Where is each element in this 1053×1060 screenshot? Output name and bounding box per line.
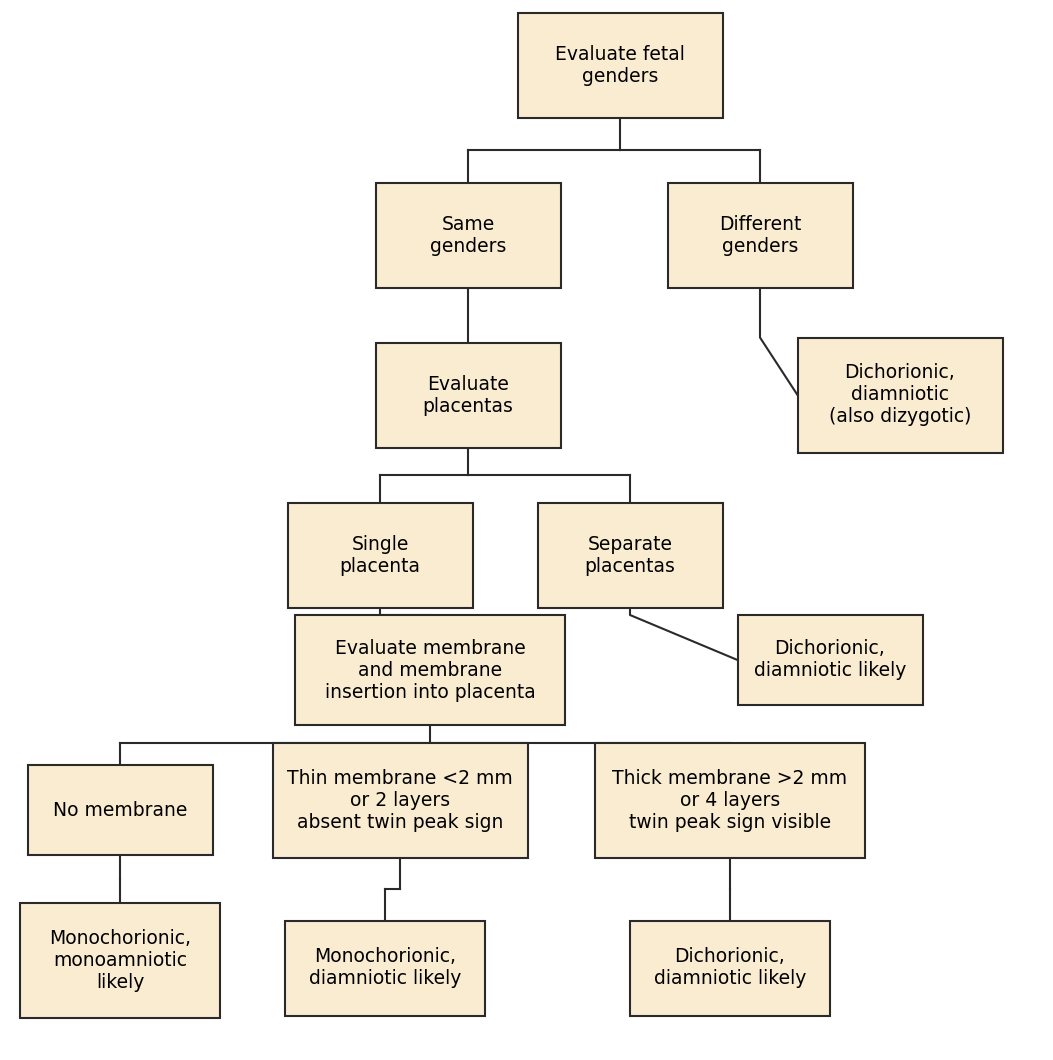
FancyBboxPatch shape <box>376 182 560 287</box>
FancyBboxPatch shape <box>285 920 485 1015</box>
FancyBboxPatch shape <box>376 342 560 447</box>
Text: Separate
placentas: Separate placentas <box>584 534 675 576</box>
FancyBboxPatch shape <box>287 502 473 607</box>
Text: Thick membrane >2 mm
or 4 layers
twin peak sign visible: Thick membrane >2 mm or 4 layers twin pe… <box>613 768 848 831</box>
Text: Single
placenta: Single placenta <box>339 534 420 576</box>
Text: Evaluate membrane
and membrane
insertion into placenta: Evaluate membrane and membrane insertion… <box>324 638 535 702</box>
Text: Dichorionic,
diamniotic likely: Dichorionic, diamniotic likely <box>654 948 807 989</box>
Text: Dichorionic,
diamniotic
(also dizygotic): Dichorionic, diamniotic (also dizygotic) <box>829 364 971 426</box>
Text: Evaluate fetal
genders: Evaluate fetal genders <box>555 45 684 86</box>
FancyBboxPatch shape <box>20 902 220 1018</box>
FancyBboxPatch shape <box>737 615 922 705</box>
FancyBboxPatch shape <box>797 337 1002 453</box>
FancyBboxPatch shape <box>537 502 722 607</box>
FancyBboxPatch shape <box>295 615 565 725</box>
Text: No membrane: No membrane <box>53 800 187 819</box>
Text: Monochorionic,
monoamniotic
likely: Monochorionic, monoamniotic likely <box>49 929 191 991</box>
FancyBboxPatch shape <box>630 920 830 1015</box>
FancyBboxPatch shape <box>273 742 528 858</box>
FancyBboxPatch shape <box>517 13 722 118</box>
Text: Evaluate
placentas: Evaluate placentas <box>422 374 514 416</box>
Text: Dichorionic,
diamniotic likely: Dichorionic, diamniotic likely <box>754 639 907 681</box>
Text: Thin membrane <2 mm
or 2 layers
absent twin peak sign: Thin membrane <2 mm or 2 layers absent t… <box>287 768 513 831</box>
FancyBboxPatch shape <box>595 742 865 858</box>
FancyBboxPatch shape <box>27 765 213 855</box>
Text: Same
genders: Same genders <box>430 214 506 255</box>
FancyBboxPatch shape <box>668 182 853 287</box>
Text: Different
genders: Different genders <box>719 214 801 255</box>
Text: Monochorionic,
diamniotic likely: Monochorionic, diamniotic likely <box>309 948 461 989</box>
